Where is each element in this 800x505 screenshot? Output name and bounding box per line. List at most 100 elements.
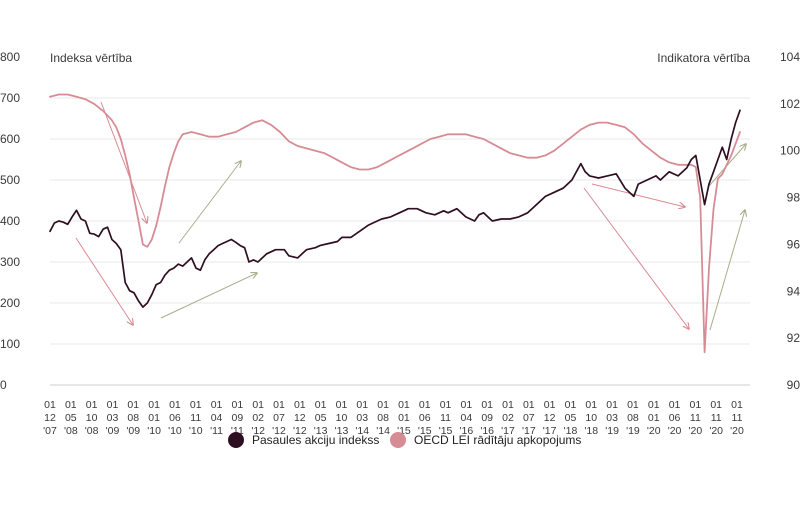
x-tick-text: 04 (211, 412, 223, 424)
x-tick-text: 01 (148, 399, 160, 411)
x-tick-text: 01 (690, 399, 702, 411)
y-left-tick-label: 0 (0, 378, 7, 392)
x-tick-text: '07 (43, 425, 57, 437)
x-tick-text: '20 (730, 425, 744, 437)
x-tick-text: 01 (440, 399, 452, 411)
x-tick-text: 01 (273, 399, 285, 411)
gridlines (50, 97, 750, 345)
y-right-tick-label: 94 (787, 284, 800, 298)
y-left-tick-label: 400 (0, 214, 20, 228)
x-tick-text: 01 (44, 399, 56, 411)
y-left-tick-label: 100 (0, 337, 20, 351)
arrow-down-2008 (100, 101, 147, 223)
x-tick-text: '20 (689, 425, 703, 437)
y-left-tick-label: 300 (0, 255, 20, 269)
x-tick-text: 08 (627, 412, 639, 424)
arrow-down-2020 (583, 187, 689, 329)
x-tick-text: 01 (86, 399, 98, 411)
series-line-oecd-lei (49, 93, 741, 354)
x-tick-text: '14 (376, 425, 390, 437)
x-tick-text: 08 (127, 412, 139, 424)
x-tick-text: 01 (377, 399, 389, 411)
x-tick-text: '16 (480, 425, 494, 437)
x-tick-text: 10 (585, 412, 597, 424)
series-line-world-stock-index (49, 109, 741, 308)
arrow-up-index-2010 (160, 273, 257, 319)
x-tick-text: 06 (169, 412, 181, 424)
y-right-tick-label: 102 (780, 97, 800, 111)
x-tick-text: 03 (606, 412, 618, 424)
y-right-tick-label: 100 (780, 144, 800, 158)
annotation-arrows (75, 101, 746, 331)
x-tick-text: 01 (565, 399, 577, 411)
x-tick-text: 07 (523, 412, 535, 424)
x-tick-text: 09 (232, 412, 244, 424)
x-tick-text: '20 (647, 425, 661, 437)
x-tick-text: 07 (273, 412, 285, 424)
arrow-up-lei-2020 (709, 210, 745, 331)
x-tick-text: '19 (605, 425, 619, 437)
x-tick-text: 05 (65, 412, 77, 424)
x-tick-text: 01 (461, 399, 473, 411)
series (49, 93, 741, 354)
x-tick-text: '13 (314, 425, 328, 437)
x-tick-text: 03 (107, 412, 119, 424)
y-left-tick-label: 800 (0, 50, 20, 64)
x-tick-text: 12 (294, 412, 306, 424)
x-tick-text: 08 (377, 412, 389, 424)
x-tick-text: '11 (210, 425, 223, 437)
x-tick-text: 11 (690, 412, 701, 424)
x-tick-text: 01 (606, 399, 618, 411)
x-tick-text: '15 (439, 425, 453, 437)
y-right-tick-label: 92 (787, 331, 800, 345)
x-tick-text: 01 (627, 399, 639, 411)
x-tick-text: 12 (544, 412, 556, 424)
y-left-tick-label: 700 (0, 91, 20, 105)
arrow-down-lei-2019 (591, 183, 685, 207)
x-tick-text: '08 (64, 425, 78, 437)
x-tick-text: 11 (440, 412, 451, 424)
x-tick-text: '17 (522, 425, 536, 437)
x-tick-text: 04 (461, 412, 473, 424)
x-tick-text: '10 (147, 425, 161, 437)
x-tick-text: 01 (336, 399, 348, 411)
y-right-tick-label: 98 (787, 191, 800, 205)
y-right-tick-label: 90 (787, 378, 800, 392)
x-tick-text: 01 (294, 399, 306, 411)
x-tick-text: 01 (523, 399, 535, 411)
x-tick-text: 12 (44, 412, 56, 424)
x-tick-text: '14 (355, 425, 369, 437)
y-left-tick-label: 500 (0, 173, 20, 187)
x-axis: 0112'070105'080110'080103'090108'090101'… (43, 399, 744, 437)
x-tick-text: 01 (502, 399, 514, 411)
x-tick-text: '15 (418, 425, 432, 437)
x-tick-text: 09 (481, 412, 493, 424)
x-tick-text: '18 (564, 425, 578, 437)
x-tick-text: 01 (648, 412, 660, 424)
x-tick-text: 01 (419, 399, 431, 411)
x-tick-text: 01 (65, 399, 77, 411)
x-tick-text: '12 (251, 425, 265, 437)
legend-item-index: Pasaules akciju indekss (228, 432, 379, 448)
